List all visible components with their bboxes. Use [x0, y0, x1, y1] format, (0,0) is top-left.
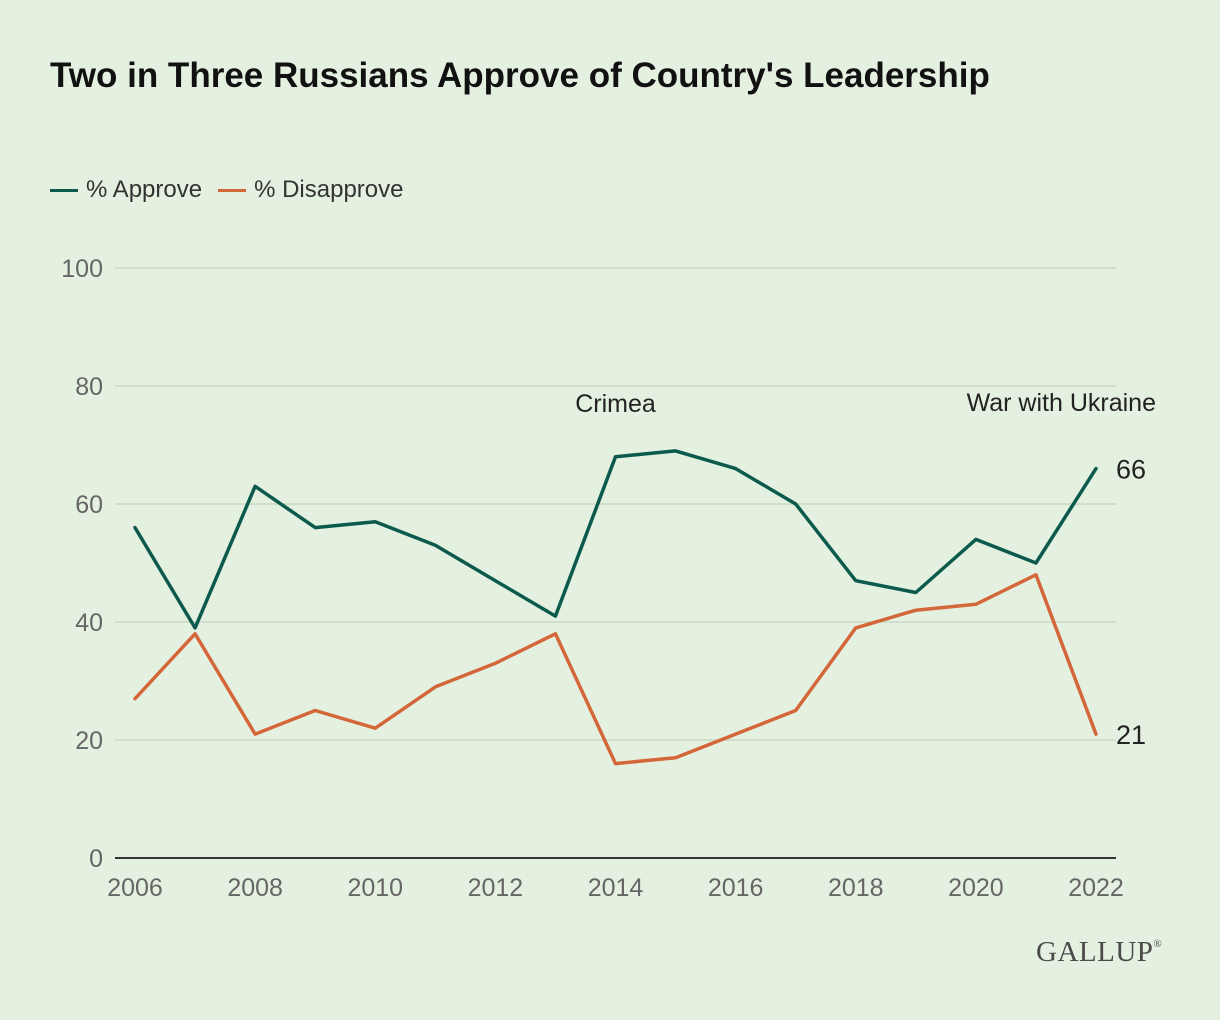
y-tick-label: 20	[75, 727, 103, 755]
approve-line	[133, 449, 1098, 630]
legend-swatch-disapprove	[218, 188, 247, 192]
x-tick-label: 2018	[828, 874, 884, 902]
y-tick-label: 80	[75, 373, 103, 401]
x-tick-label: 2010	[347, 874, 403, 902]
legend: % Approve % Disapprove	[50, 176, 419, 204]
x-tick-label: 2008	[227, 874, 283, 902]
x-tick-label: 2016	[708, 874, 764, 902]
legend-item-disapprove: % Disapprove	[218, 176, 403, 204]
y-tick-label: 0	[89, 845, 103, 873]
gallup-logo: GALLUP®	[1036, 936, 1162, 969]
y-tick-label: 60	[75, 491, 103, 519]
x-tick-label: 2006	[107, 874, 163, 902]
legend-swatch-approve	[50, 188, 78, 192]
chart-title: Two in Three Russians Approve of Country…	[50, 56, 990, 95]
x-tick-label: 2014	[588, 874, 644, 902]
legend-label-disapprove: % Disapprove	[254, 176, 404, 203]
y-tick-label: 40	[75, 609, 103, 637]
gallup-wordmark: GALLUP	[1036, 936, 1154, 968]
annotation-crimea: Crimea	[575, 390, 656, 418]
end-label-disapprove: 21	[1116, 720, 1146, 750]
x-tick-label: 2012	[468, 874, 524, 902]
legend-label-approve: % Approve	[86, 176, 203, 203]
end-label-approve: 66	[1116, 455, 1146, 485]
x-tick-label: 2020	[948, 874, 1004, 902]
disapprove-line	[133, 573, 1098, 766]
x-tick-label: 2022	[1068, 874, 1124, 902]
annotation-war-with-ukraine: War with Ukraine	[967, 389, 1156, 417]
registered-mark: ®	[1153, 938, 1163, 950]
legend-item-approve: % Approve	[50, 176, 202, 204]
y-tick-label: 100	[61, 255, 103, 283]
